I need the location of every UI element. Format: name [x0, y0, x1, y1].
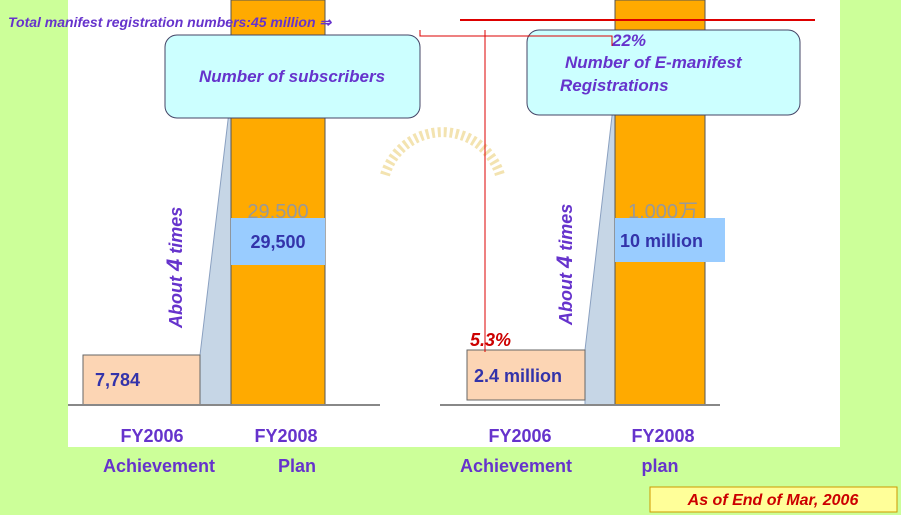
- ratio-suffix: times: [166, 207, 186, 254]
- achievement-share: 5.3%: [470, 330, 511, 350]
- achievement-value: 2.4 million: [474, 366, 562, 386]
- year-label: FY2008: [631, 426, 694, 446]
- connector: [419, 30, 613, 46]
- header-total: Total manifest registration numbers:45 m…: [8, 14, 332, 30]
- ratio-number: 4: [552, 256, 577, 269]
- callout: [164, 34, 421, 119]
- achievement-value: 7,784: [95, 370, 140, 390]
- achievement-bar: [82, 354, 201, 406]
- faded-value: 29,500: [247, 201, 308, 223]
- watermark: [380, 127, 505, 177]
- kind-label: Plan: [278, 456, 316, 476]
- ratio-text: About 4 times: [552, 204, 577, 326]
- year-label: FY2006: [120, 426, 183, 446]
- plan-value: 10 million: [620, 231, 703, 251]
- achievement-bar: [466, 349, 586, 401]
- plan-value: 29,500: [250, 232, 305, 252]
- ratio-number: 4: [162, 259, 187, 272]
- kind-label: Achievement: [103, 456, 215, 476]
- year-label: FY2006: [488, 426, 551, 446]
- ratio-suffix: times: [556, 204, 576, 251]
- ratio-prefix: About: [166, 275, 186, 329]
- kind-label: Achievement: [460, 456, 572, 476]
- ratio-text: About 4 times: [162, 207, 187, 329]
- ratio-prefix: About: [556, 272, 576, 326]
- footnote: As of End of Mar, 2006: [687, 492, 859, 509]
- kind-label: plan: [641, 456, 678, 476]
- footnote-box: [649, 486, 898, 513]
- callout: [526, 29, 801, 116]
- value-band: [615, 218, 725, 262]
- callout-text: Number of subscribers: [199, 67, 385, 86]
- callout-text: Number of E-manifest: [565, 53, 743, 72]
- share-total: 22%: [611, 31, 646, 50]
- value-band: [231, 218, 325, 265]
- faded-value: 1,000万: [628, 201, 698, 223]
- year-label: FY2008: [254, 426, 317, 446]
- callout-text: Registrations: [560, 76, 669, 95]
